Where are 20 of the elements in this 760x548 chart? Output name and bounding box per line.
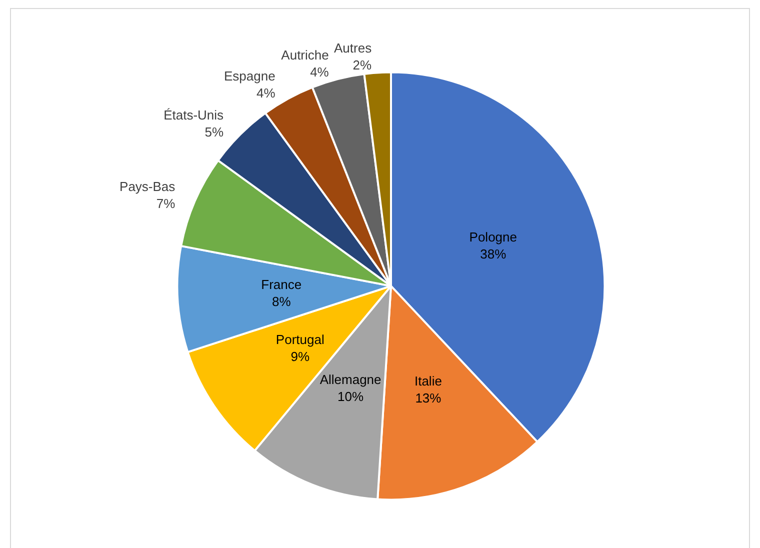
slice-label: États-Unis (164, 108, 224, 123)
slice-label: Portugal (276, 332, 324, 347)
data-label: 9% (290, 348, 310, 364)
slice-label: Italie (414, 373, 442, 388)
data-label: 2% (352, 58, 372, 73)
slice-label: France (261, 276, 302, 292)
slice-label: Allemagne (320, 372, 382, 388)
slice-label: Autres (334, 40, 372, 56)
data-label: 38% (480, 246, 507, 262)
data-label: 10% (338, 389, 364, 404)
data-label: 8% (272, 294, 292, 309)
slice-label: Pologne (469, 230, 518, 245)
data-label: 7% (156, 196, 176, 211)
data-label: 13% (415, 390, 442, 406)
data-label: 4% (256, 86, 276, 101)
data-label: 4% (310, 64, 330, 80)
data-label: 5% (204, 124, 224, 140)
slice-label: Autriche (281, 47, 329, 62)
slice-label: Pays-Bas (120, 178, 176, 194)
slice-label: Espagne (224, 68, 276, 84)
